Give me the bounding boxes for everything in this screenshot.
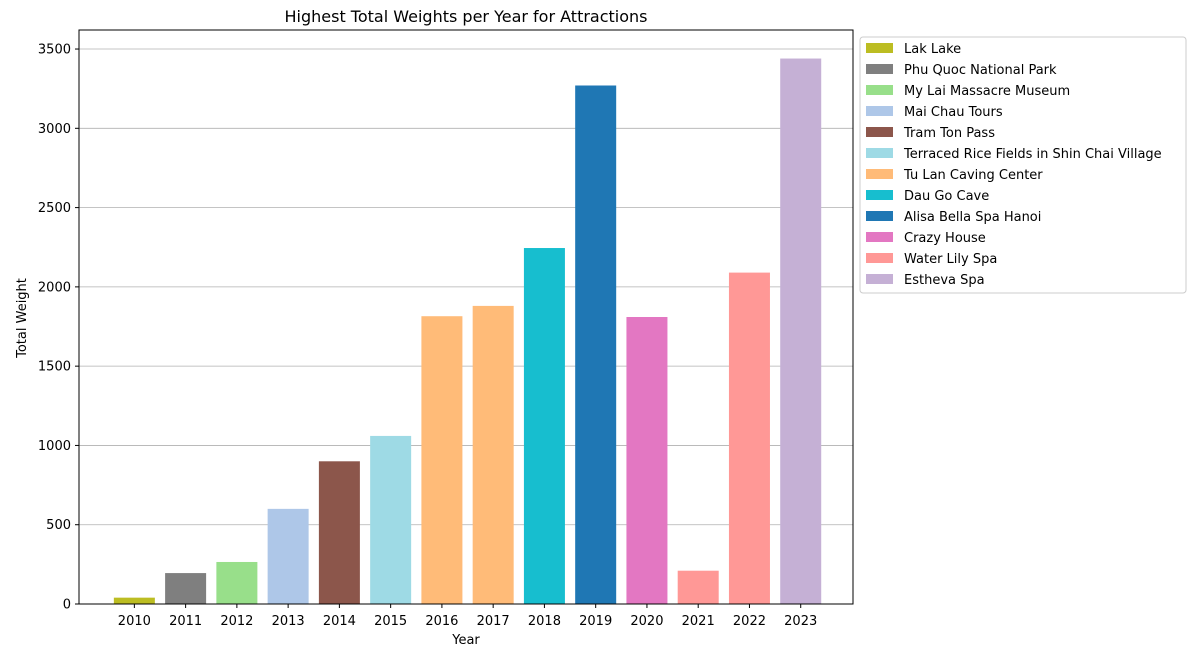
y-tick-label: 1000: [38, 439, 71, 454]
x-tick-label: 2022: [733, 614, 766, 629]
legend-label: Estheva Spa: [904, 273, 985, 288]
x-tick-label: 2011: [169, 614, 202, 629]
legend-swatch: [866, 232, 893, 242]
legend-swatch: [866, 64, 893, 74]
x-tick-label: 2012: [220, 614, 253, 629]
x-tick-label: 2023: [784, 614, 817, 629]
x-axis-label: Year: [451, 633, 480, 648]
legend: Lak Lake Phu Quoc National Park My Lai Mas…: [859, 36, 1187, 294]
y-tick-label: 2000: [38, 280, 71, 295]
y-tick-label: 2500: [38, 201, 71, 216]
legend-swatch: [866, 43, 893, 53]
x-tick-label: 2017: [477, 614, 510, 629]
legend-swatch: [866, 85, 893, 95]
bar-2010: [113, 597, 155, 604]
legend-label: Terraced Rice Fields in Shin Chai Villag…: [903, 147, 1162, 162]
bar-2019: [575, 85, 617, 604]
y-axis-label: Total Weight: [15, 278, 30, 359]
bar-2020: [626, 317, 668, 604]
bar-2013: [267, 508, 309, 604]
legend-label: Lak Lake: [904, 42, 961, 57]
y-tick-label: 0: [63, 598, 71, 613]
legend-label: Tram Ton Pass: [903, 126, 995, 141]
x-tick-label: 2020: [630, 614, 663, 629]
legend-swatch: [866, 127, 893, 137]
legend-label: Alisa Bella Spa Hanoi: [904, 210, 1041, 225]
legend-label: My Lai Massacre Museum: [904, 84, 1070, 99]
x-tick-label: 2018: [528, 614, 561, 629]
legend-label: Mai Chau Tours: [904, 105, 1003, 120]
x-tick-label: 2014: [323, 614, 356, 629]
bar-2011: [165, 573, 207, 604]
legend-swatch: [866, 211, 893, 221]
y-tick-label: 3000: [38, 122, 71, 137]
bar-2021: [677, 570, 719, 604]
legend-label: Dau Go Cave: [904, 189, 989, 204]
bar-2017: [472, 305, 514, 604]
y-tick-label: 500: [46, 518, 71, 533]
legend-label: Crazy House: [904, 231, 986, 246]
legend-swatch: [866, 169, 893, 179]
legend-label: Phu Quoc National Park: [904, 63, 1057, 78]
x-tick-label: 2016: [425, 614, 458, 629]
x-tick-label: 2010: [118, 614, 151, 629]
legend-swatch: [866, 106, 893, 116]
legend-swatch: [866, 190, 893, 200]
legend-swatch: [866, 274, 893, 284]
x-tick-label: 2021: [682, 614, 715, 629]
legend-swatch: [866, 253, 893, 263]
legend-label: Water Lily Spa: [904, 252, 997, 267]
x-tick-label: 2015: [374, 614, 407, 629]
legend-label: Tu Lan Caving Center: [903, 168, 1043, 183]
gridlines: [79, 48, 853, 605]
bar-2016: [421, 316, 463, 604]
x-axis-ticks: 2010 2011 2012 2013 2014 2015 2016 2017 2018 2019…: [118, 604, 817, 629]
plot-frame: [78, 29, 854, 605]
bar-2014: [318, 461, 360, 604]
y-tick-label: 1500: [38, 360, 71, 375]
bar-2022: [728, 272, 770, 604]
bar-2012: [216, 561, 258, 604]
x-tick-label: 2019: [579, 614, 612, 629]
bars: [113, 58, 822, 605]
legend-frame: [859, 36, 1187, 294]
bar-2023: [780, 58, 822, 604]
bar-2015: [370, 435, 412, 604]
y-axis-ticks: 0 500 1000 1500 2000 2500 3000 3500: [38, 43, 79, 613]
chart-title: Highest Total Weights per Year for Attra…: [284, 7, 647, 26]
bar-2018: [523, 248, 565, 605]
y-tick-label: 3500: [38, 43, 71, 58]
legend-swatch: [866, 148, 893, 158]
x-tick-label: 2013: [272, 614, 305, 629]
